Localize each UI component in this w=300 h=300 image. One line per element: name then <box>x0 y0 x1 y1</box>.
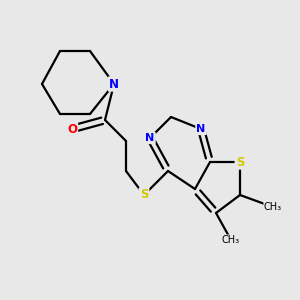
Text: CH₃: CH₃ <box>264 202 282 212</box>
Text: N: N <box>196 124 206 134</box>
Text: N: N <box>109 77 119 91</box>
Text: O: O <box>67 122 77 136</box>
Text: S: S <box>236 155 244 169</box>
Text: S: S <box>140 188 148 202</box>
Text: N: N <box>146 133 154 143</box>
Text: CH₃: CH₃ <box>222 235 240 245</box>
